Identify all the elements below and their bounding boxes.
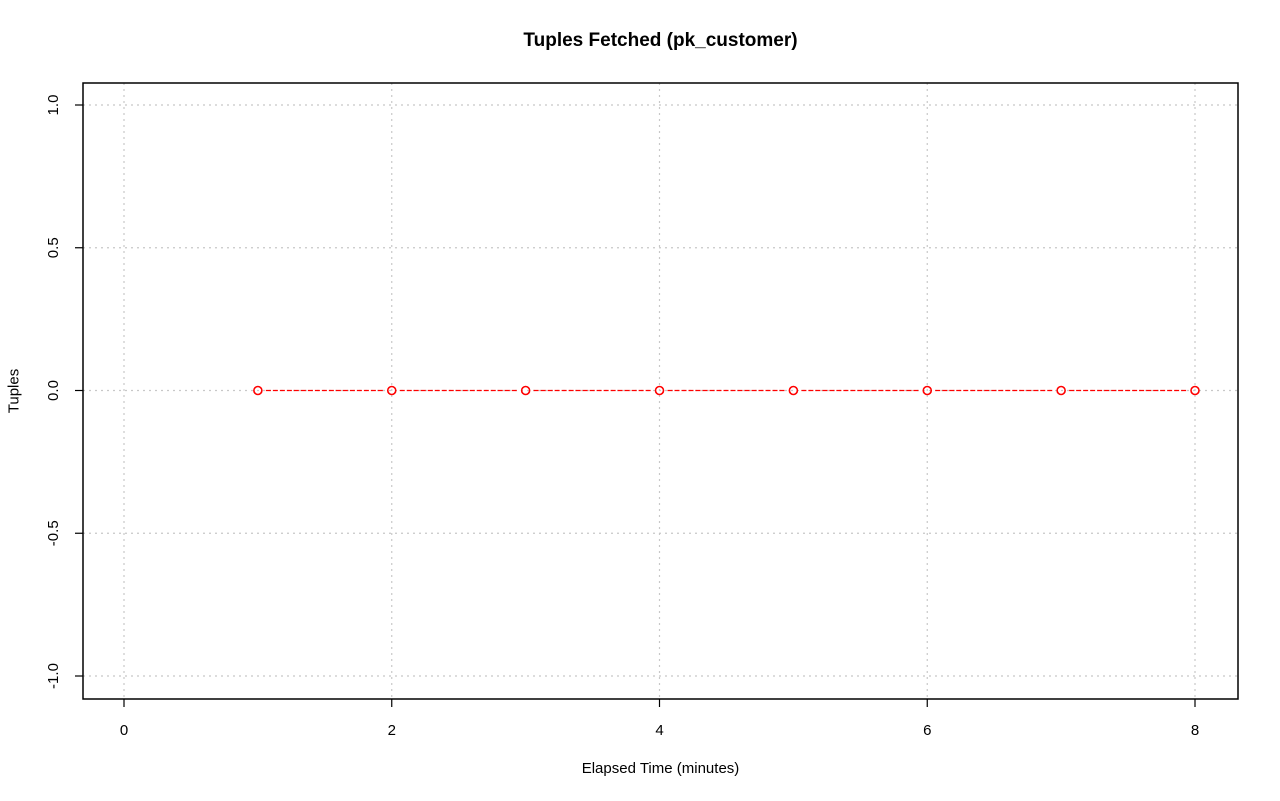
x-tick-label: 2	[388, 722, 396, 739]
y-tick-label: 0.0	[45, 380, 62, 401]
y-tick-label: 1.0	[45, 95, 62, 116]
x-tick-label: 4	[655, 722, 663, 739]
chart-title: Tuples Fetched (pk_customer)	[523, 30, 798, 51]
y-tick-label: 0.5	[45, 237, 62, 258]
y-tick-label: -1.0	[45, 663, 62, 689]
data-point	[386, 385, 397, 396]
data-point	[654, 385, 665, 396]
data-point	[520, 385, 531, 396]
data-point	[788, 385, 799, 396]
x-tick-label: 8	[1191, 722, 1199, 739]
x-axis: 0 2 4 6 8	[120, 699, 1199, 739]
data-point	[922, 385, 933, 396]
x-axis-label: Elapsed Time (minutes)	[581, 760, 740, 777]
data-point	[253, 385, 263, 396]
x-tick-label: 0	[120, 722, 128, 739]
y-tick-label: -0.5	[45, 520, 62, 546]
x-tick-label: 6	[923, 722, 931, 739]
y-axis: -1.0 -0.5 0.0 0.5 1.0	[45, 95, 83, 689]
data-point	[1056, 385, 1066, 396]
grid-lines	[83, 83, 1238, 699]
data-series	[253, 385, 1200, 396]
data-point	[1190, 385, 1200, 396]
